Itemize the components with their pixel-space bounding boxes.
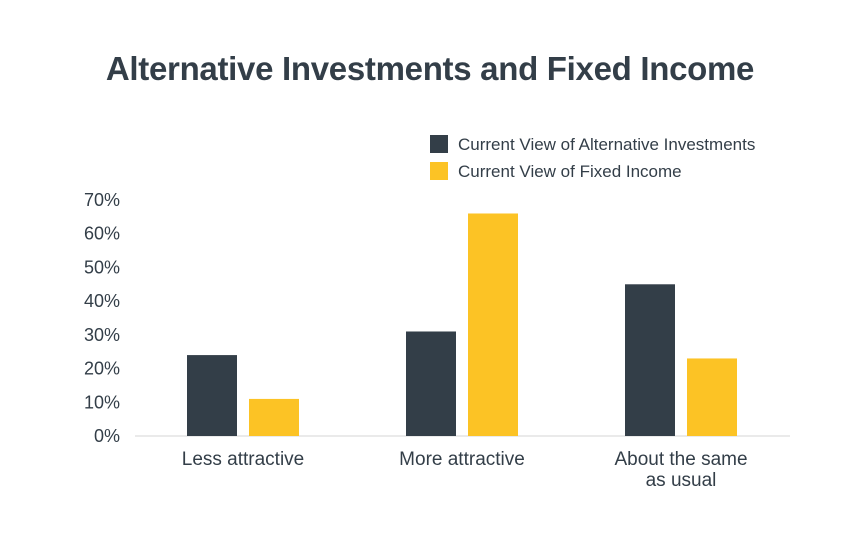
legend-swatch xyxy=(430,135,448,153)
bars xyxy=(187,213,737,436)
bar xyxy=(687,358,737,436)
legend-swatch xyxy=(430,162,448,180)
bar xyxy=(625,284,675,436)
legend-label: Current View of Fixed Income xyxy=(458,162,682,181)
bar xyxy=(187,355,237,436)
y-tick-label: 10% xyxy=(84,392,120,412)
y-tick-label: 70% xyxy=(84,190,120,210)
y-tick-label: 50% xyxy=(84,257,120,277)
bar xyxy=(468,213,518,436)
x-axis: Less attractive More attractive About the … xyxy=(182,449,748,491)
legend-label: Current View of Alternative Investments xyxy=(458,135,755,154)
chart-title: Alternative Investments and Fixed Income xyxy=(105,50,755,87)
legend: Current View of Alternative Investments C… xyxy=(430,135,755,181)
y-tick-label: 30% xyxy=(84,325,120,345)
y-tick-label: 20% xyxy=(84,359,120,379)
x-category-label: Less attractive xyxy=(182,449,305,470)
y-tick-label: 0% xyxy=(94,426,120,446)
y-tick-label: 60% xyxy=(84,224,120,244)
y-tick-label: 40% xyxy=(84,291,120,311)
bar xyxy=(249,398,299,436)
y-axis: 0% 10% 20% 30% 40% 50% 60% 70% xyxy=(84,190,120,446)
x-category-label: About the same as usual xyxy=(614,449,747,491)
x-category-label: More attractive xyxy=(399,449,525,470)
bar xyxy=(406,331,456,436)
